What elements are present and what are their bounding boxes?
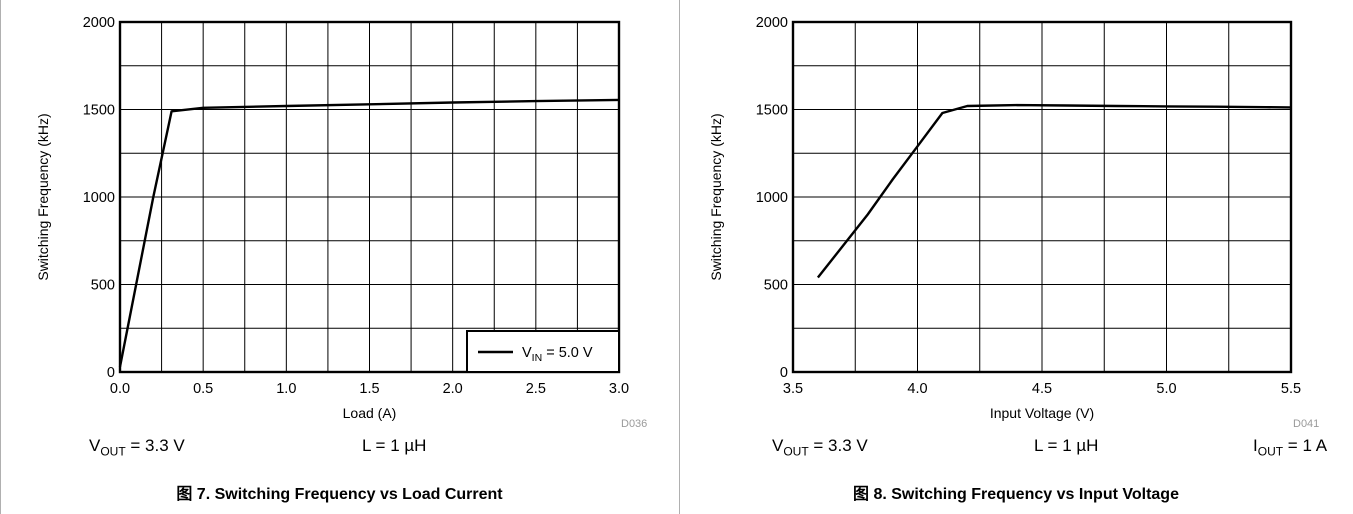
page-left-border [0,0,1,514]
chart-2-svg: 3.5 4.0 4.5 5.0 5.5 0 500 1000 1500 2000 Input Vol… [708,15,1301,421]
y-axis-label: Switching Frequency (kHz) [708,113,724,280]
x-tick-label: 3.5 [783,381,803,397]
panel-divider [679,0,680,514]
figure-code-2: D041 [1293,418,1320,430]
condition-vout-1: VOUT = 3.3 V [89,436,185,459]
y-tick-label: 2000 [756,15,788,31]
plot-frame [791,20,1293,374]
x-axis-label: Load (A) [343,405,397,421]
x-tick-label: 0.0 [110,381,130,397]
chart-1-svg: 0.0 0.5 1.0 1.5 2.0 2.5 3.0 0 500 1000 1500 2000 Loa… [35,15,629,421]
condition-inductor-1: L = 1 µH [362,436,427,455]
y-tick-label: 0 [107,365,115,381]
condition-iout-2: IOUT = 1 A [1253,436,1328,459]
figure-panel-2: 3.5 4.0 4.5 5.0 5.5 0 500 1000 1500 2000 Input Vol… [679,0,1353,514]
y-tick-label: 1000 [756,190,788,206]
x-tick-label: 5.5 [1281,381,1301,397]
x-tick-label: 2.0 [443,381,463,397]
x-axis-label: Input Voltage (V) [990,405,1094,421]
y-tick-label: 1500 [83,103,115,119]
legend-label: VIN = 5.0 V [522,345,593,364]
y-tick-label: 2000 [83,15,115,31]
y-tick-label: 0 [780,365,788,381]
x-tick-label: 2.5 [526,381,546,397]
condition-inductor-2: L = 1 µH [1034,436,1099,455]
plot-frame [118,20,621,374]
y-tick-label: 1500 [756,103,788,119]
x-tick-label: 4.5 [1032,381,1052,397]
y-tick-label: 500 [91,278,115,294]
series-line-1 [118,98,620,368]
figure-code-1: D036 [621,418,648,430]
x-tick-label: 0.5 [193,381,213,397]
x-tick-label: 3.0 [609,381,629,397]
x-tick-label: 5.0 [1156,381,1176,397]
series-line-1 [816,103,1292,279]
x-tick-label: 4.0 [907,381,927,397]
y-axis-label: Switching Frequency (kHz) [35,113,51,280]
figure-caption-1: 图 7. Switching Frequency vs Load Current [176,486,503,503]
x-tick-label: 1.5 [359,381,379,397]
y-tick-label: 1000 [83,190,115,206]
figure-caption-2: 图 8. Switching Frequency vs Input Voltag… [853,486,1179,503]
x-tick-label: 1.0 [276,381,296,397]
figure-panel-1: 0.0 0.5 1.0 1.5 2.0 2.5 3.0 0 500 1000 1500 2000 Loa… [35,15,648,503]
condition-vout-2: VOUT = 3.3 V [772,436,868,459]
y-tick-label: 500 [764,278,788,294]
